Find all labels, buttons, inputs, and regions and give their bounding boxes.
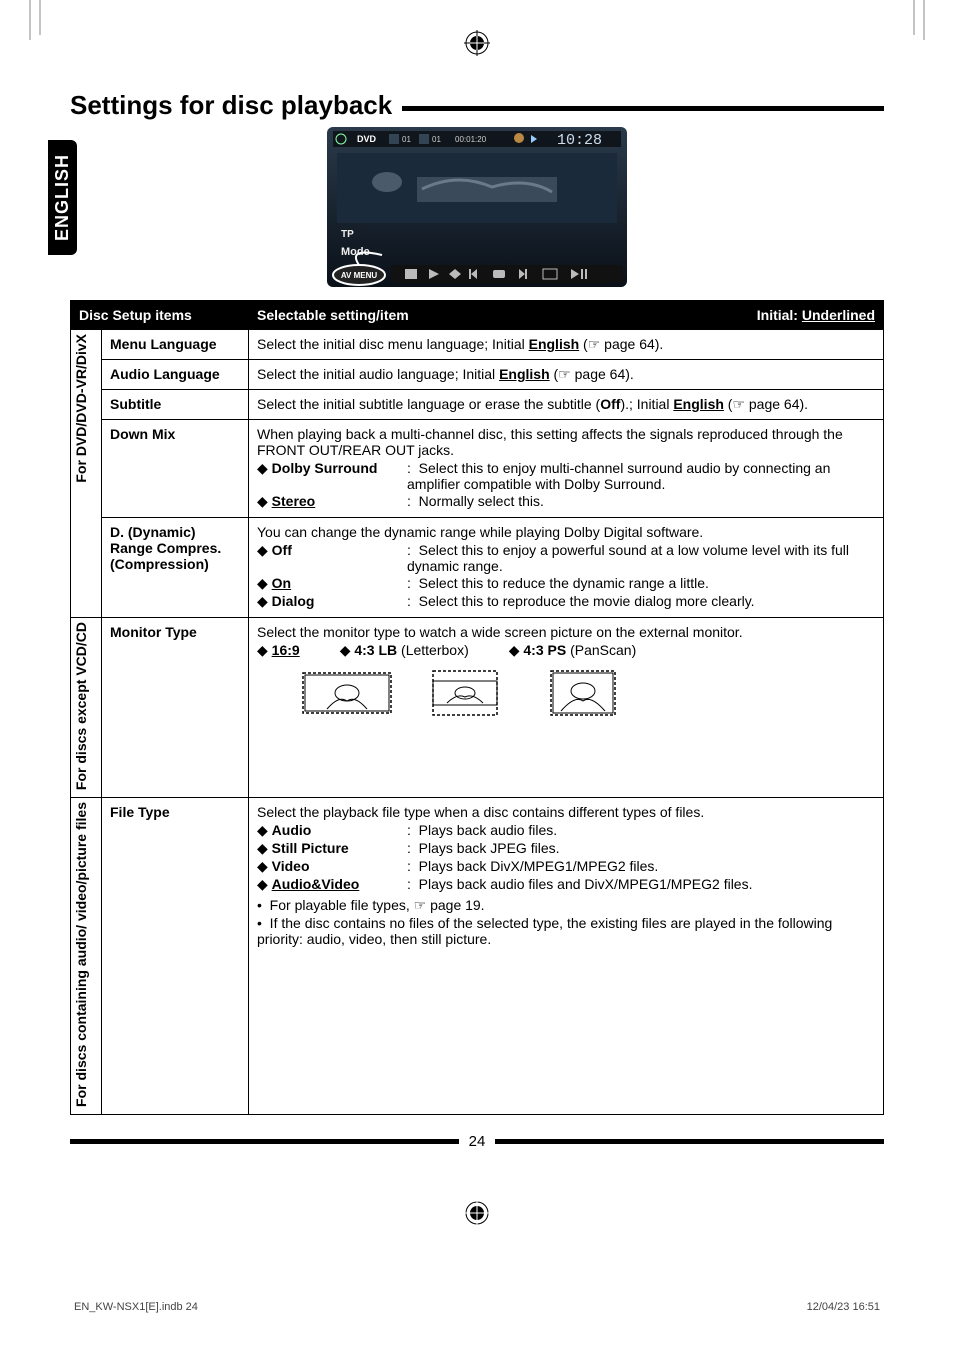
row-group-label: For DVD/DVD-VR/DivX [71,330,102,618]
svg-text:DVD: DVD [357,134,377,144]
setting-label: Menu Language [102,330,249,360]
table-row: SubtitleSelect the initial subtitle lang… [71,390,884,420]
page-title-text: Settings for disc playback [70,90,392,121]
language-tab: ENGLISH [48,140,77,255]
setting-label: Down Mix [102,420,249,518]
setting-label: Audio Language [102,360,249,390]
setting-body: Select the initial subtitle language or … [249,390,884,420]
setting-body: Select the initial audio language; Initi… [249,360,884,390]
table-row: D. (Dynamic) Range Compres. (Compression… [71,518,884,618]
setting-body: When playing back a multi-channel disc, … [249,420,884,518]
setting-label: Monitor Type [102,618,249,798]
setting-label: Subtitle [102,390,249,420]
table-row: For discs containing audio/ video/pictur… [71,798,884,1115]
disc-setup-table: Disc Setup items Selectable setting/item… [70,300,884,1115]
print-footer-right: 12/04/23 16:51 [807,1301,880,1313]
print-footer: EN_KW-NSX1[E].indb 24 12/04/23 16:51 [70,1301,884,1313]
row-group-label: For discs except VCD/CD [71,618,102,798]
table-row: Audio LanguageSelect the initial audio l… [71,360,884,390]
svg-text:01: 01 [402,135,411,144]
setting-body: Select the monitor type to watch a wide … [249,618,884,798]
svg-text:10:28: 10:28 [557,132,602,149]
setting-body: Select the playback file type when a dis… [249,798,884,1115]
hero-illustration: DVD 01 01 00:01:20 10:28 TP Mode AV MENU [70,127,884,292]
registration-mark-bottom [70,1200,884,1231]
row-group-label: For discs containing audio/ video/pictur… [71,798,102,1115]
page-title: Settings for disc playback [70,90,884,121]
table-header-left: Disc Setup items [71,301,249,330]
setting-body: Select the initial disc menu language; I… [249,330,884,360]
setting-label: D. (Dynamic) Range Compres. (Compression… [102,518,249,618]
page-footer: 24 [70,1133,884,1150]
setting-label: File Type [102,798,249,1115]
print-footer-left: EN_KW-NSX1[E].indb 24 [74,1301,198,1313]
page-number: 24 [469,1133,486,1150]
table-header-right: Selectable setting/item Initial: Underli… [249,301,884,330]
svg-text:01: 01 [432,135,441,144]
setting-body: You can change the dynamic range while p… [249,518,884,618]
trim-mark-top-left [0,0,60,60]
table-row: For DVD/DVD-VR/DivXMenu LanguageSelect t… [71,330,884,360]
registration-mark-top [464,30,490,56]
table-row: For discs except VCD/CDMonitor TypeSelec… [71,618,884,798]
table-header-mid: Selectable setting/item [257,307,409,323]
table-header-initial: Initial: Underlined [757,307,875,323]
title-rule [402,106,884,111]
trim-mark-top-right [894,0,954,60]
svg-text:AV MENU: AV MENU [341,271,378,280]
table-row: Down MixWhen playing back a multi-channe… [71,420,884,518]
svg-text:00:01:20: 00:01:20 [455,135,487,144]
svg-text:TP: TP [341,229,354,240]
